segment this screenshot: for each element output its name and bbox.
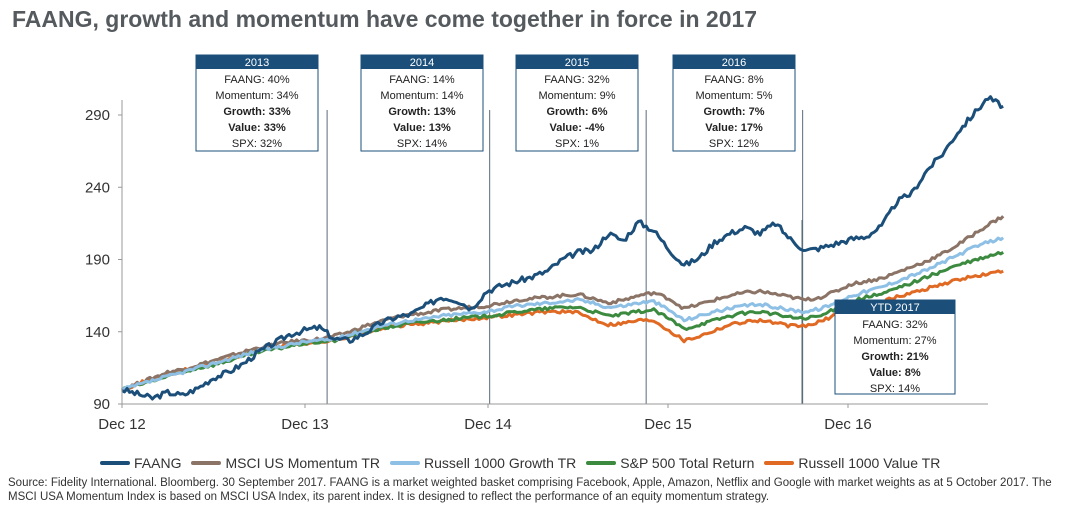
annotation-line: FAANG: 40% bbox=[224, 74, 290, 86]
y-tick-label: 240 bbox=[85, 179, 110, 196]
legend-label-sp500: S&P 500 Total Return bbox=[620, 455, 755, 471]
x-tick-label: Dec 15 bbox=[644, 416, 692, 433]
annotation-line: Value: 17% bbox=[705, 122, 763, 134]
annotation-box-header bbox=[673, 55, 795, 69]
year-markers bbox=[326, 110, 804, 404]
legend-swatch-faang bbox=[100, 461, 130, 465]
annotation-line: FAANG: 8% bbox=[704, 74, 764, 86]
legend: FAANG MSCI US Momentum TR Russell 1000 G… bbox=[100, 455, 940, 471]
legend-swatch-growth bbox=[390, 461, 421, 465]
annotation-year: 2014 bbox=[410, 57, 434, 69]
annotation-line: SPX: 12% bbox=[709, 138, 759, 150]
annotation-year: 2015 bbox=[565, 57, 589, 69]
annotation-line: FAANG: 32% bbox=[544, 74, 610, 86]
axes: 90 140 190 240 290 Dec 12 Dec 13 Dec 14 Dec 15 De… bbox=[85, 100, 988, 433]
annotation-box-2013: 2013 FAANG: 40% Momentum: 34% Growth: 33% Va… bbox=[195, 54, 319, 152]
x-tick-label: Dec 12 bbox=[98, 416, 146, 433]
annotation-line: SPX: 32% bbox=[232, 138, 282, 150]
y-tick-label: 290 bbox=[85, 107, 110, 124]
x-tick-label: Dec 14 bbox=[464, 416, 512, 433]
annotation-box-ytd-2017: YTD 2017 FAANG: 32% Momentum: 27% Growth: 2… bbox=[834, 299, 956, 395]
annotation-line: FAANG: 32% bbox=[862, 319, 928, 331]
legend-item-faang: FAANG bbox=[100, 455, 181, 471]
y-tick-label: 90 bbox=[93, 396, 110, 413]
annotation-box-header bbox=[516, 55, 638, 69]
source-note: Source: Fidelity International. Bloomber… bbox=[8, 477, 1052, 503]
line-chart: 90 140 190 240 290 Dec 12 Dec 13 Dec 14 Dec 15 De… bbox=[85, 54, 1005, 433]
annotation-box-2014: 2014 FAANG: 14% Momentum: 14% Growth: 13% Va… bbox=[360, 54, 484, 152]
series-line-2 bbox=[121, 236, 1005, 391]
annotation-line: SPX: 1% bbox=[555, 138, 599, 150]
annotation-line: SPX: 14% bbox=[397, 138, 447, 150]
annotation-box-border bbox=[515, 54, 639, 152]
annotation-line: Growth: 33% bbox=[223, 106, 290, 118]
legend-swatch-momentum bbox=[191, 461, 222, 465]
annotation-box-header bbox=[361, 55, 483, 69]
annotation-line: Growth: 6% bbox=[546, 106, 607, 118]
annotation-line: Momentum: 14% bbox=[380, 90, 463, 102]
chart-title: FAANG, growth and momentum have come tog… bbox=[12, 6, 758, 32]
legend-label-value: Russell 1000 Value TR bbox=[798, 455, 941, 471]
x-tick-label: Dec 16 bbox=[824, 416, 872, 433]
y-tick-label: 190 bbox=[85, 252, 110, 269]
annotation-line: Momentum: 27% bbox=[853, 335, 936, 347]
annotation-boxes: 2013 FAANG: 40% Momentum: 34% Growth: 33% Va… bbox=[195, 54, 956, 395]
annotation-box-border bbox=[834, 299, 956, 395]
series-line-0 bbox=[121, 95, 1004, 401]
annotation-line: Growth: 21% bbox=[861, 351, 928, 363]
legend-swatch-value bbox=[764, 461, 795, 465]
legend-label-faang: FAANG bbox=[134, 455, 182, 471]
annotation-line: Growth: 7% bbox=[703, 106, 764, 118]
annotation-line: SPX: 14% bbox=[870, 383, 920, 395]
annotation-line: Momentum: 9% bbox=[538, 90, 615, 102]
annotation-line: FAANG: 14% bbox=[389, 74, 455, 86]
annotation-year: 2013 bbox=[245, 57, 269, 69]
annotation-line: Value: -4% bbox=[549, 122, 604, 134]
legend-item-growth: Russell 1000 Growth TR bbox=[390, 455, 576, 471]
annotation-box-2015: 2015 FAANG: 32% Momentum: 9% Growth: 6% Valu… bbox=[515, 54, 639, 152]
legend-item-sp500: S&P 500 Total Return bbox=[586, 455, 754, 471]
annotation-year: YTD 2017 bbox=[870, 302, 920, 314]
annotation-box-border bbox=[672, 54, 796, 152]
annotation-line: Value: 33% bbox=[228, 122, 286, 134]
annotation-box-header bbox=[835, 300, 955, 314]
annotation-line: Value: 13% bbox=[393, 122, 451, 134]
annotation-box-border bbox=[195, 54, 319, 152]
legend-swatch-sp500 bbox=[586, 461, 617, 465]
legend-label-growth: Russell 1000 Growth TR bbox=[424, 455, 577, 471]
legend-label-momentum: MSCI US Momentum TR bbox=[225, 455, 381, 471]
y-tick-label: 140 bbox=[85, 324, 110, 341]
annotation-line: Value: 8% bbox=[869, 367, 921, 379]
annotation-box-header bbox=[196, 55, 318, 69]
annotation-line: Growth: 13% bbox=[388, 106, 455, 118]
x-tick-label: Dec 13 bbox=[281, 416, 329, 433]
annotation-box-border bbox=[360, 54, 484, 152]
annotation-line: Momentum: 5% bbox=[695, 90, 772, 102]
legend-item-value: Russell 1000 Value TR bbox=[764, 455, 940, 471]
annotation-line: Momentum: 34% bbox=[215, 90, 298, 102]
legend-item-momentum: MSCI US Momentum TR bbox=[191, 455, 380, 471]
annotation-box-2016: 2016 FAANG: 8% Momentum: 5% Growth: 7% Value… bbox=[672, 54, 796, 152]
annotation-year: 2016 bbox=[722, 57, 746, 69]
